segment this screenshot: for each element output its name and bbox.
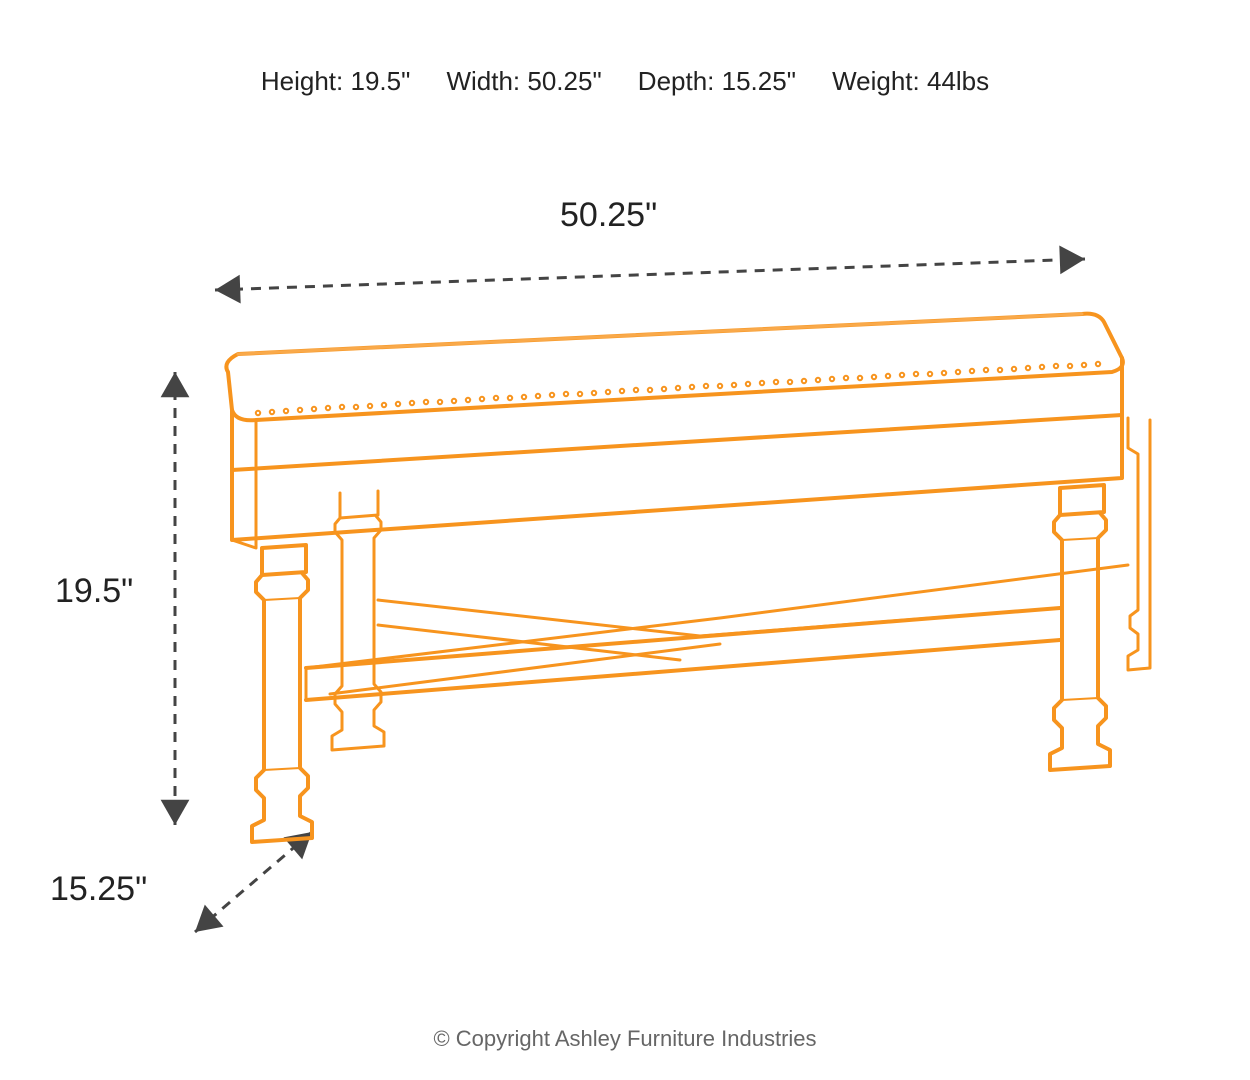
diagram-stage: Height: 19.5" Width: 50.25" Depth: 15.25… <box>0 0 1250 1080</box>
leg-front-left <box>252 545 312 842</box>
depth-arrow-icon <box>195 832 312 932</box>
x-stretcher <box>306 565 1128 700</box>
leg-back-right <box>1128 418 1150 670</box>
bench-drawing-icon <box>226 314 1150 842</box>
nailhead-trim-icon <box>256 362 1100 415</box>
leg-front-right <box>1050 485 1110 770</box>
width-arrow-icon <box>215 259 1085 290</box>
diagram-svg <box>0 0 1250 1080</box>
